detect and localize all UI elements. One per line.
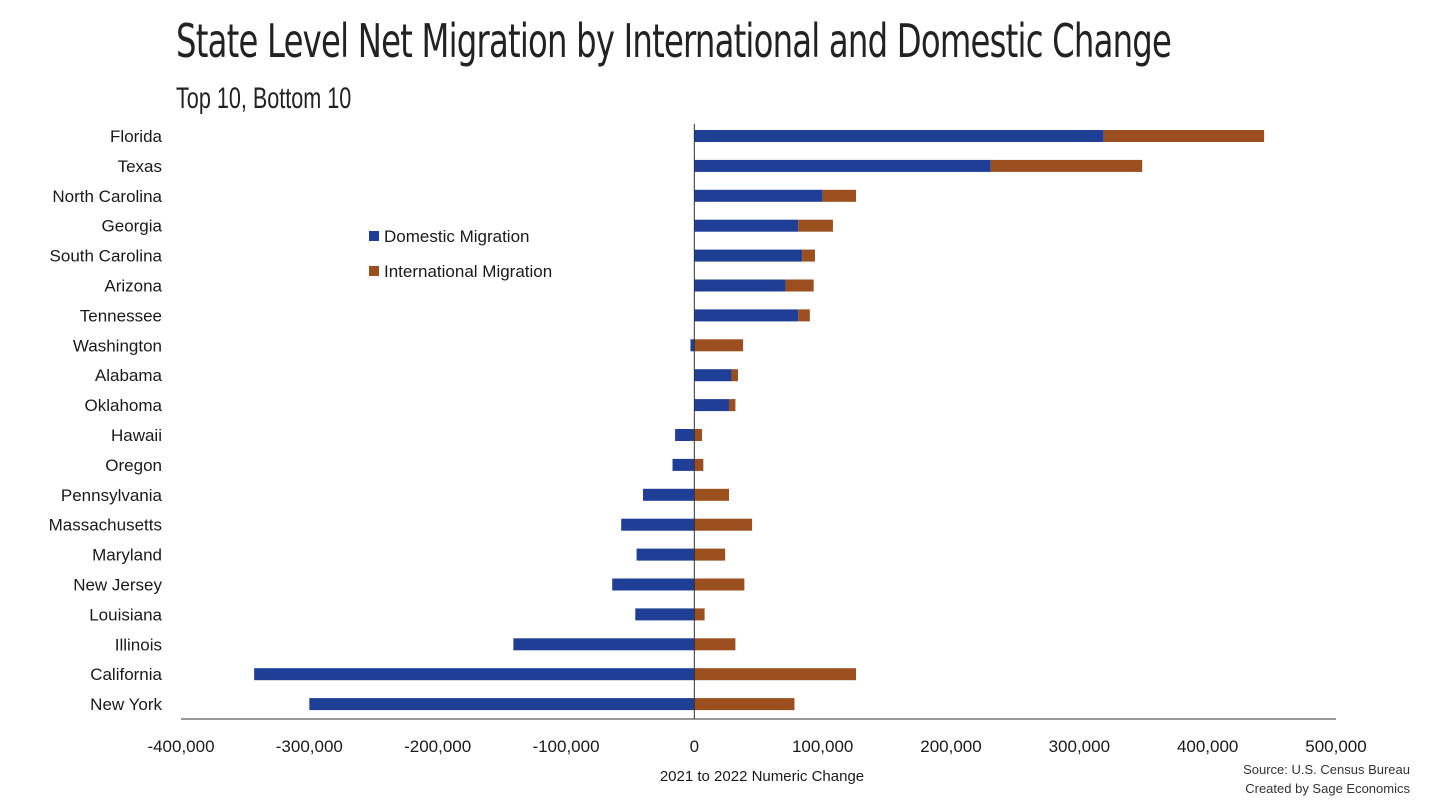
source-note: Source: U.S. Census Bureau Created by Sa… [1243, 760, 1410, 798]
bar-pennsylvania-domestic [643, 488, 695, 501]
legend: Domestic Migration International Migrati… [369, 227, 552, 281]
bar-massachusetts-international [694, 518, 753, 531]
category-label-tennessee: Tennessee [80, 306, 162, 325]
source-line: Source: U.S. Census Bureau [1243, 762, 1410, 777]
category-label-florida: Florida [110, 127, 163, 146]
category-label-pennsylvania: Pennsylvania [61, 486, 163, 505]
category-label-maryland: Maryland [92, 546, 162, 565]
bar-maryland-international [694, 548, 726, 561]
bar-new-york-domestic [309, 698, 695, 711]
bar-south-carolina-domestic [694, 249, 803, 262]
bar-louisiana-domestic [635, 608, 695, 621]
bar-arizona-domestic [694, 279, 786, 292]
category-label-south-carolina: South Carolina [50, 247, 163, 266]
category-label-new-york: New York [90, 695, 162, 714]
category-label-washington: Washington [73, 336, 162, 355]
bar-hawaii-domestic [675, 429, 695, 441]
bar-georgia-international [798, 219, 833, 232]
bar-texas-international [990, 159, 1143, 172]
bar-new-york-international [694, 698, 795, 711]
bar-maryland-domestic [636, 548, 695, 561]
category-label-arizona: Arizona [104, 277, 162, 296]
x-tick-label: -400,000 [147, 737, 214, 756]
category-label-oklahoma: Oklahoma [85, 396, 163, 415]
bar-georgia-domestic [694, 219, 799, 232]
bar-illinois-domestic [513, 638, 695, 651]
category-labels: Florida Texas North Carolina Georgia South C… [49, 127, 163, 714]
bar-alabama-international [731, 369, 738, 382]
category-label-georgia: Georgia [102, 217, 163, 236]
x-tick-label: 300,000 [1049, 737, 1110, 756]
x-tick-labels: -400,000 -300,000 -200,000 -100,000 0 100,000… [147, 737, 1366, 756]
bar-massachusetts-domestic [621, 518, 695, 531]
chart-subtitle: Top 10, Bottom 10 [176, 82, 352, 115]
bar-california-international [694, 668, 857, 681]
x-tick-label: 500,000 [1305, 737, 1366, 756]
x-tick-label: -300,000 [276, 737, 343, 756]
bar-washington-domestic [690, 339, 695, 352]
bar-tennessee-domestic [694, 309, 799, 322]
category-label-new-jersey: New Jersey [73, 576, 162, 595]
legend-label-international: International Migration [384, 262, 552, 281]
category-label-hawaii: Hawaii [111, 426, 162, 445]
bar-oklahoma-international [728, 399, 736, 412]
bar-arizona-international [785, 279, 814, 292]
category-label-texas: Texas [118, 157, 162, 176]
bar-oregon-domestic [672, 458, 695, 471]
bar-alabama-domestic [694, 369, 732, 382]
credit-line: Created by Sage Economics [1245, 781, 1410, 796]
bar-north-carolina-domestic [694, 189, 823, 202]
bar-florida-domestic [694, 130, 1104, 142]
legend-label-domestic: Domestic Migration [384, 227, 530, 246]
x-tick-label: 0 [690, 737, 699, 756]
category-label-illinois: Illinois [115, 635, 162, 654]
bar-texas-domestic [694, 159, 991, 172]
category-label-oregon: Oregon [105, 456, 162, 475]
x-tick-label: 200,000 [920, 737, 981, 756]
bar-illinois-international [694, 638, 736, 651]
bar-florida-international [1103, 130, 1265, 142]
bar-california-domestic [254, 668, 695, 681]
bar-pennsylvania-international [694, 488, 729, 501]
chart-title: State Level Net Migration by Internation… [176, 14, 1172, 68]
category-label-alabama: Alabama [95, 366, 163, 385]
bar-new-jersey-international [694, 578, 745, 591]
bar-oklahoma-domestic [694, 399, 729, 412]
bar-south-carolina-international [802, 249, 815, 262]
x-tick-label: -200,000 [404, 737, 471, 756]
bar-hawaii-international [694, 429, 703, 441]
bar-washington-international [694, 339, 744, 352]
legend-swatch-domestic [369, 231, 379, 241]
x-tick-label: 400,000 [1177, 737, 1238, 756]
bar-louisiana-international [694, 608, 705, 621]
x-axis-title: 2021 to 2022 Numeric Change [660, 768, 864, 785]
category-label-louisiana: Louisiana [89, 605, 162, 624]
bar-tennessee-international [798, 309, 810, 322]
x-tick-label: -100,000 [532, 737, 599, 756]
x-tick-label: 100,000 [792, 737, 853, 756]
category-label-north-carolina: North Carolina [52, 187, 162, 206]
bar-new-jersey-domestic [612, 578, 695, 591]
bar-north-carolina-international [822, 189, 857, 202]
bars-group [254, 130, 1265, 711]
bar-oregon-international [694, 458, 704, 471]
category-label-massachusetts: Massachusetts [49, 516, 162, 535]
category-label-california: California [90, 665, 162, 684]
legend-swatch-international [369, 266, 379, 276]
